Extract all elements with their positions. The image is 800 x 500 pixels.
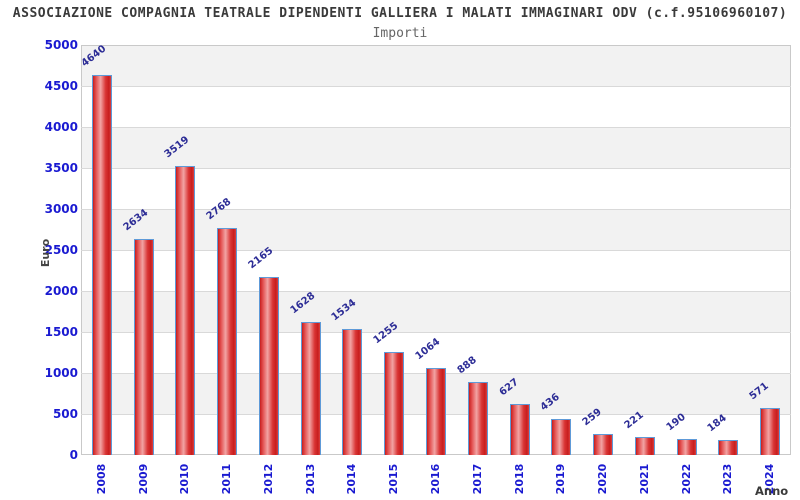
bar-2019	[551, 419, 572, 455]
y-axis-title: Euro	[39, 238, 52, 268]
y-tick-0: 0	[69, 448, 78, 462]
bar-2015	[384, 352, 405, 455]
bar-2018	[509, 403, 530, 455]
bar-2024	[760, 408, 781, 455]
gridline-4000	[81, 127, 791, 128]
x-tick-2008: 2008	[94, 463, 108, 495]
bar-2008	[91, 74, 112, 455]
x-tick-2012: 2012	[261, 463, 275, 495]
x-tick-2010: 2010	[178, 463, 192, 495]
bar-2021	[634, 436, 655, 455]
y-tick-4500: 4500	[44, 79, 78, 93]
bar-2022	[676, 439, 697, 455]
gridline-1500	[81, 332, 791, 333]
x-tick-2015: 2015	[387, 463, 401, 495]
x-axis-title: Anno	[755, 484, 789, 498]
bar-2012	[258, 277, 279, 455]
chart-subtitle: Importi	[372, 26, 428, 41]
y-tick-4000: 4000	[44, 120, 78, 134]
bar-2014	[342, 329, 363, 455]
x-tick-2011: 2011	[220, 463, 234, 495]
x-tick-2020: 2020	[596, 463, 610, 495]
y-tick-1500: 1500	[44, 325, 78, 339]
y-tick-3000: 3000	[44, 202, 78, 216]
gridline-3000	[81, 209, 791, 210]
y-tick-5000: 5000	[44, 38, 78, 52]
y-tick-1000: 1000	[44, 366, 78, 380]
x-tick-2016: 2016	[429, 463, 442, 495]
gridline-4500	[81, 86, 791, 87]
y-tick-2000: 2000	[44, 284, 78, 298]
x-tick-2023: 2023	[721, 463, 735, 495]
bar-2020	[593, 433, 614, 455]
gridline-3500	[81, 168, 791, 169]
gridline-2000	[81, 291, 791, 292]
bar-2011	[217, 228, 238, 455]
y-tick-2500: 2500	[44, 243, 78, 257]
y-tick-500: 500	[52, 407, 78, 421]
x-tick-2019: 2019	[554, 463, 568, 495]
x-tick-2018: 2018	[512, 463, 526, 495]
x-tick-2014: 2014	[345, 463, 359, 495]
x-tick-2017: 2017	[470, 463, 484, 495]
gridline-2500	[81, 250, 791, 251]
bar-2023	[718, 439, 739, 455]
x-tick-2022: 2022	[679, 463, 693, 495]
chart-title: ASSOCIAZIONE COMPAGNIA TEATRALE DIPENDEN…	[12, 6, 788, 21]
bar-2016	[426, 367, 446, 455]
bar-2013	[300, 321, 321, 455]
y-tick-3500: 3500	[44, 161, 78, 175]
bar-2009	[133, 239, 154, 455]
x-tick-2021: 2021	[637, 463, 651, 495]
x-tick-2009: 2009	[136, 463, 150, 495]
bar-2017	[467, 382, 488, 455]
bar-2010	[175, 166, 196, 455]
x-tick-2013: 2013	[303, 463, 317, 495]
